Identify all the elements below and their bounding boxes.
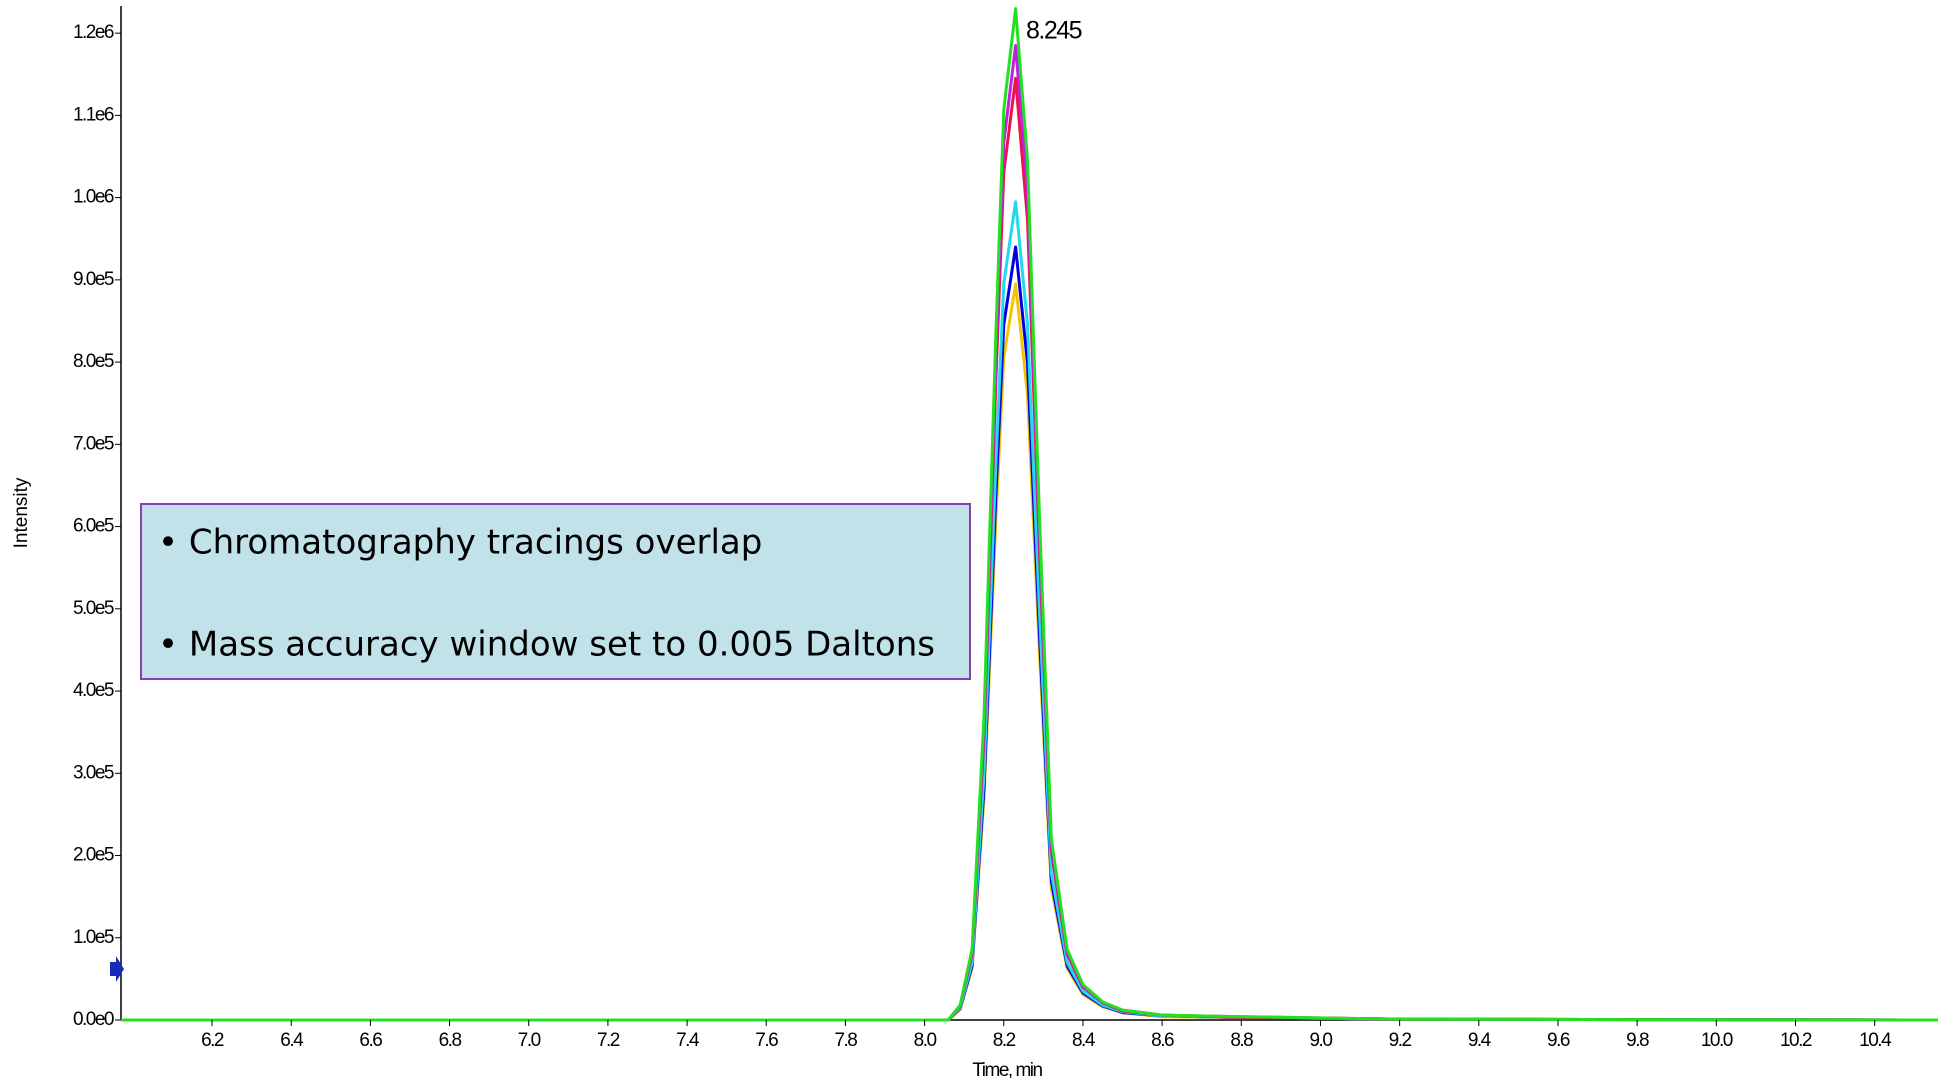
x-tick-label: 7.8 [834,1030,857,1051]
x-tick-label: 9.4 [1468,1030,1492,1051]
x-tick-label: 8.4 [1072,1030,1096,1051]
x-tick-label: 9.6 [1547,1030,1570,1051]
x-tick-label: 8.2 [993,1030,1016,1051]
x-tick-label: 7.4 [676,1030,700,1051]
x-tick-label: 10.0 [1701,1030,1733,1051]
x-tick-label: 10.2 [1780,1030,1812,1051]
marker-arrow [110,956,124,982]
x-tick-label: 9.0 [1309,1030,1332,1051]
y-tick-label: 9.0e5 [73,269,114,290]
x-tick-label: 6.6 [359,1030,382,1051]
y-tick-label: 3.0e5 [73,762,114,783]
y-tick-label: 2.0e5 [73,845,114,866]
x-tick-label: 8.0 [914,1030,937,1051]
x-tick-label: 10.4 [1859,1030,1892,1051]
y-tick-label: 8.0e5 [73,351,114,372]
note-text: • Mass accuracy window set to 0.005 Dalt… [158,625,935,665]
y-tick-label: 5.0e5 [73,598,114,619]
note-text: • Chromatography tracings overlap [158,523,762,563]
y-tick-label: 7.0e5 [73,433,114,454]
x-tick-label: 6.8 [439,1030,462,1051]
x-tick-label: 9.8 [1626,1030,1649,1051]
x-tick-label: 6.4 [280,1030,304,1051]
series-line [121,7,1939,1022]
x-tick-label: 8.8 [1230,1030,1253,1051]
x-tick-label: 7.6 [755,1030,778,1051]
x-tick-label: 6.2 [201,1030,224,1051]
peak-label: 8.245 [1026,17,1082,45]
x-axis-label: Time, min [972,1060,1042,1078]
y-tick-label: 1.2e6 [73,22,114,43]
y-tick-label: 6.0e5 [73,516,114,537]
x-tick-label: 7.2 [597,1030,620,1051]
y-tick-label: 0.0e0 [73,1009,114,1030]
note-box [140,503,971,680]
y-tick-label: 4.0e5 [73,680,114,701]
y-axis-label: Intensity [11,477,32,548]
y-tick-label: 1.1e6 [73,104,114,125]
x-tick-label: 9.2 [1389,1030,1412,1051]
y-tick-label: 1.0e5 [73,927,114,948]
x-tick-label: 7.0 [518,1030,541,1051]
y-tick-label: 1.0e6 [73,187,114,208]
x-tick-label: 8.6 [1151,1030,1174,1051]
